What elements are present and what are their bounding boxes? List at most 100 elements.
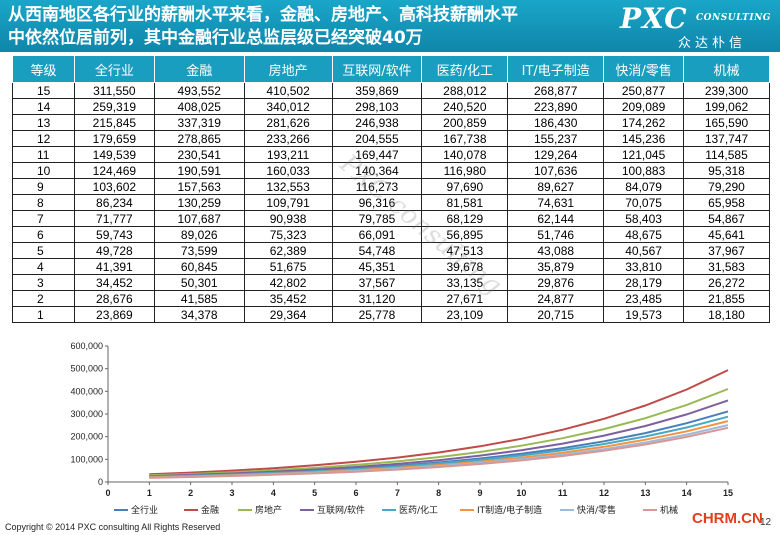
salary-cell: 47,513 (421, 242, 509, 259)
salary-cell: 33,135 (421, 274, 509, 291)
table-row: 1 23,869 34,378 29,364 25,778 23,109 20,715 19,… (12, 306, 770, 323)
salary-cell: 20,715 (507, 306, 605, 323)
y-tick-label: 0 (98, 477, 103, 487)
y-tick-label: 100,000 (70, 454, 103, 464)
salary-cell: 45,641 (683, 226, 770, 243)
salary-cell: 28,676 (73, 290, 155, 307)
level-cell: 14 (12, 98, 75, 115)
legend-label: 医药/化工 (399, 504, 438, 516)
legend-label: 全行业 (131, 504, 158, 516)
salary-cell: 28,179 (603, 274, 685, 291)
page-title-line-2: 中依然位居前列，其中金融行业总监层级已经突破40万 (8, 28, 423, 48)
salary-cell: 155,237 (507, 130, 605, 147)
salary-cell: 95,318 (683, 162, 770, 179)
salary-cell: 56,895 (421, 226, 509, 243)
logo-chinese-text: 众达朴信 (678, 36, 747, 51)
salary-cell: 408,025 (153, 98, 245, 115)
x-tick-label: 7 (395, 488, 400, 498)
y-tick-label: 600,000 (70, 341, 103, 351)
x-tick-label: 15 (723, 488, 733, 498)
salary-cell: 79,290 (683, 178, 770, 195)
salary-cell: 84,079 (603, 178, 685, 195)
salary-cell: 45,351 (331, 258, 423, 275)
column-header: 全行业 (73, 55, 155, 83)
column-header: 医药/化工 (421, 55, 509, 83)
salary-cell: 70,075 (603, 194, 685, 211)
column-header: 金融 (153, 55, 245, 83)
salary-cell: 359,869 (331, 82, 423, 99)
salary-cell: 130,259 (153, 194, 245, 211)
salary-cell: 209,089 (603, 98, 685, 115)
salary-cell: 97,690 (421, 178, 509, 195)
column-header: 快消/零售 (603, 55, 685, 83)
salary-cell: 68,129 (421, 210, 509, 227)
salary-cell: 169,447 (331, 146, 423, 163)
salary-cell: 62,144 (507, 210, 605, 227)
x-tick-label: 11 (558, 488, 568, 498)
table-body: 15 311,550 493,552 410,502 359,869 288,012 268… (12, 82, 770, 323)
salary-cell: 140,078 (421, 146, 509, 163)
salary-cell: 34,452 (73, 274, 155, 291)
table-row: 10 124,469 190,591 160,033 140,364 116,980 107… (12, 162, 770, 179)
legend-label: IT制造/电子制造 (477, 504, 542, 516)
salary-cell: 19,573 (603, 306, 685, 323)
x-tick-label: 14 (682, 488, 692, 498)
salary-cell: 268,877 (507, 82, 605, 99)
salary-cell: 39,678 (421, 258, 509, 275)
salary-cell: 35,452 (243, 290, 333, 307)
level-cell: 9 (12, 178, 75, 195)
table-row: 8 86,234 130,259 109,791 96,316 81,581 74,631 7… (12, 194, 770, 211)
table-row: 15 311,550 493,552 410,502 359,869 288,012 268… (12, 82, 770, 99)
salary-cell: 54,867 (683, 210, 770, 227)
salary-cell: 337,319 (153, 114, 245, 131)
salary-cell: 74,631 (507, 194, 605, 211)
salary-cell: 288,012 (421, 82, 509, 99)
table-row: 11 149,539 230,541 193,211 169,447 140,078 129… (12, 146, 770, 163)
salary-cell: 410,502 (243, 82, 333, 99)
salary-cell: 215,845 (73, 114, 155, 131)
salary-cell: 31,120 (331, 290, 423, 307)
x-tick-label: 2 (188, 488, 193, 498)
salary-cell: 278,865 (153, 130, 245, 147)
salary-cell: 186,430 (507, 114, 605, 131)
salary-cell: 103,602 (73, 178, 155, 195)
legend-label: 机械 (660, 504, 678, 516)
salary-cell: 129,264 (507, 146, 605, 163)
logo-main-text: PXC (620, 2, 688, 35)
salary-cell: 149,539 (73, 146, 155, 163)
level-cell: 8 (12, 194, 75, 211)
table-row: 6 59,743 89,026 75,323 66,091 56,895 51,746 48,… (12, 226, 770, 243)
salary-cell: 89,026 (153, 226, 245, 243)
table-row: 4 41,391 60,845 51,675 45,351 39,678 35,879 33,… (12, 258, 770, 275)
salary-cell: 239,300 (683, 82, 770, 99)
salary-cell: 340,012 (243, 98, 333, 115)
salary-cell: 132,553 (243, 178, 333, 195)
salary-cell: 34,378 (153, 306, 245, 323)
salary-cell: 100,883 (603, 162, 685, 179)
level-cell: 2 (12, 290, 75, 307)
brand-watermark: CHRM.CN (692, 510, 763, 527)
salary-cell: 114,585 (683, 146, 770, 163)
salary-cell: 298,103 (331, 98, 423, 115)
legend-label: 快消/零售 (577, 504, 616, 516)
salary-cell: 107,687 (153, 210, 245, 227)
salary-cell: 71,777 (73, 210, 155, 227)
salary-cell: 59,743 (73, 226, 155, 243)
salary-cell: 42,802 (243, 274, 333, 291)
x-tick-label: 1 (147, 488, 152, 498)
salary-cell: 66,091 (331, 226, 423, 243)
salary-cell: 23,485 (603, 290, 685, 307)
level-cell: 5 (12, 242, 75, 259)
series-line-8 (149, 426, 729, 479)
salary-line-chart: 0 100,000 200,000 300,000 400,000 500,000 600,… (70, 341, 733, 516)
series-line-3 (149, 388, 729, 477)
salary-cell: 167,738 (421, 130, 509, 147)
x-tick-label: 4 (271, 488, 276, 498)
column-header: 互联网/软件 (331, 55, 423, 83)
x-tick-label: 5 (312, 488, 317, 498)
salary-cell: 223,890 (507, 98, 605, 115)
salary-cell: 89,627 (507, 178, 605, 195)
salary-cell: 41,585 (153, 290, 245, 307)
salary-cell: 140,364 (331, 162, 423, 179)
series-line-6 (149, 420, 729, 479)
